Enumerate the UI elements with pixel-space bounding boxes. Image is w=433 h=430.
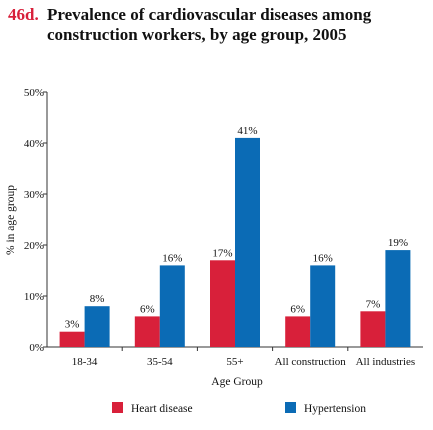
legend-label: Heart disease — [131, 403, 193, 415]
chart-title-line-2: construction workers, by age group, 2005 — [47, 25, 347, 44]
data-label: 41% — [237, 125, 257, 137]
y-tick-label: 40% — [24, 138, 44, 150]
y-tick-label: 50% — [24, 87, 44, 99]
data-label: 16% — [313, 252, 333, 264]
y-tick-label: 0% — [29, 342, 44, 354]
bar-heart-disease — [360, 311, 386, 347]
x-tick-label: All construction — [275, 356, 347, 368]
bar-hypertension — [310, 265, 336, 347]
data-label: 16% — [162, 252, 182, 264]
bar-hypertension — [84, 306, 110, 347]
y-tick-label: 30% — [24, 189, 44, 201]
bar-hypertension — [159, 265, 185, 347]
bar-heart-disease — [210, 260, 235, 347]
bar-heart-disease — [285, 316, 311, 347]
data-label: 7% — [366, 298, 381, 310]
data-label: 19% — [388, 237, 408, 249]
figure-number: 46d. — [8, 5, 39, 24]
bar-hypertension — [235, 137, 260, 347]
data-label: 8% — [90, 293, 105, 305]
y-axis-label: % in age group — [5, 185, 17, 255]
legend-label: Hypertension — [304, 403, 366, 415]
plot-area: 0% 10% 20% 30% 40% 50% 3% 8% 18-34 6% 16% 35-54 17% 4… — [24, 87, 423, 368]
y-tick-label: 10% — [24, 291, 44, 303]
x-axis-label: Age Group — [211, 376, 263, 388]
x-tick-label: All industries — [356, 356, 416, 368]
data-label: 17% — [212, 247, 232, 259]
x-tick-label: 55+ — [226, 356, 243, 368]
bar-heart-disease — [59, 331, 85, 347]
y-tick-label: 20% — [24, 240, 44, 252]
legend-swatch — [285, 402, 296, 413]
bar-heart-disease — [134, 316, 160, 347]
data-label: 6% — [140, 303, 155, 315]
data-label: 3% — [65, 319, 80, 331]
bar-hypertension — [385, 250, 411, 347]
legend-swatch — [112, 402, 123, 413]
legend: Heart disease Hypertension — [112, 402, 366, 415]
x-tick-label: 18-34 — [72, 356, 98, 368]
x-tick-label: 35-54 — [147, 356, 173, 368]
chart-title-line-1: Prevalence of cardiovascular diseases am… — [47, 5, 372, 24]
data-label: 6% — [290, 303, 305, 315]
